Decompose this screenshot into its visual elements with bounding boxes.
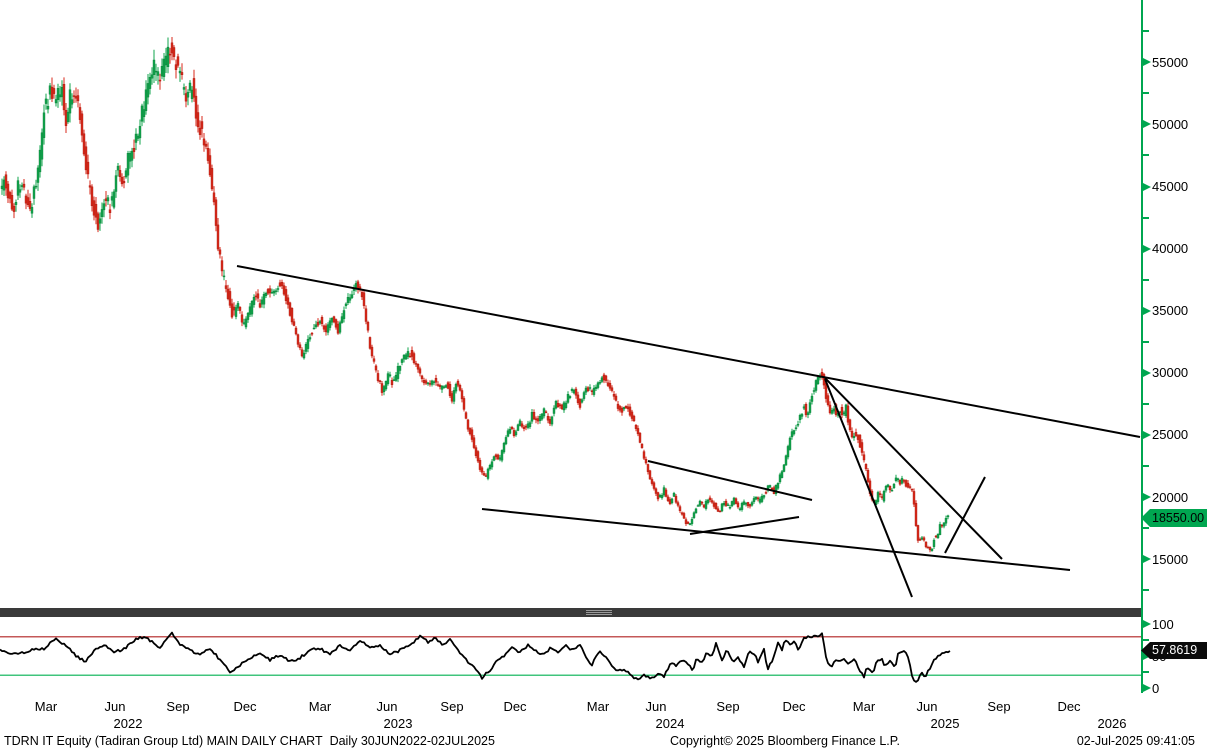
price-tick-label: 15000 — [1152, 551, 1189, 567]
price-minor-tick — [1143, 278, 1149, 281]
price-minor-tick — [1143, 464, 1149, 467]
price-tick-icon — [1143, 493, 1151, 501]
price-tick-label: 30000 — [1152, 365, 1189, 381]
month-label: Mar — [308, 699, 332, 714]
price-tick-label: 35000 — [1152, 303, 1189, 319]
month-label: Jun — [104, 699, 126, 714]
last-price-value: 18550.00 — [1152, 511, 1205, 525]
indicator-tick-label: 0 — [1152, 680, 1160, 696]
copyright-text: Copyright© 2025 Bloomberg Finance L.P. — [670, 734, 900, 748]
price-tick-icon — [1143, 182, 1151, 191]
month-label: Mar — [34, 699, 58, 714]
price-tick-icon — [1143, 430, 1151, 439]
indicator-minor-tick — [1143, 639, 1149, 641]
indicator-tick-icon — [1143, 684, 1151, 692]
date-range: Daily 30JUN2022-02JUL2025 — [329, 734, 495, 748]
month-label: Mar — [852, 699, 876, 714]
price-minor-tick — [1143, 589, 1149, 592]
year-label: 2022 — [113, 716, 143, 731]
price-axis-line — [1141, 0, 1143, 693]
year-label: 2024 — [655, 716, 685, 731]
price-tick-icon — [1143, 120, 1151, 129]
status-bar: TDRN IT Equity (Tadiran Group Ltd) MAIN … — [0, 733, 1207, 750]
indicator-tick-icon — [1143, 620, 1151, 628]
divider-grip-icon[interactable] — [586, 610, 612, 615]
price-tick-icon — [1143, 306, 1151, 315]
price-minor-tick — [1143, 154, 1149, 157]
instrument-title: TDRN IT Equity (Tadiran Group Ltd) MAIN … — [4, 734, 323, 748]
price-tick-label: 25000 — [1152, 427, 1189, 443]
price-tick-label: 50000 — [1152, 116, 1189, 132]
trend-line[interactable] — [824, 378, 913, 598]
indicator-value-badge: 57.8619 — [1141, 642, 1207, 659]
month-label: Sep — [440, 699, 464, 714]
price-tick-label: 45000 — [1152, 179, 1189, 194]
price-minor-tick — [1143, 30, 1149, 33]
indicator-line — [0, 631, 951, 683]
month-label: Sep — [166, 699, 190, 714]
month-label: Sep — [987, 699, 1011, 714]
indicator-value: 57.8619 — [1152, 643, 1198, 657]
price-minor-tick — [1143, 402, 1149, 405]
year-label: 2025 — [930, 716, 960, 731]
main-price-chart[interactable] — [0, 0, 1141, 608]
trend-line[interactable] — [689, 516, 800, 535]
trend-line[interactable] — [236, 265, 1141, 438]
month-label: Jun — [916, 699, 938, 714]
year-label: 2023 — [383, 716, 413, 731]
price-tick-icon — [1143, 368, 1151, 377]
indicator-tick-label: 100 — [1152, 616, 1174, 632]
last-price-badge: 18550.00 — [1141, 509, 1207, 527]
timestamp: 02-Jul-2025 09:41:05 — [1076, 734, 1195, 748]
price-tick-icon — [1143, 244, 1151, 253]
price-tick-icon — [1143, 555, 1151, 564]
price-minor-tick — [1143, 527, 1149, 530]
price-tick-label: 40000 — [1152, 241, 1189, 257]
price-minor-tick — [1143, 216, 1149, 219]
trend-line[interactable] — [944, 476, 986, 554]
month-label: Jun — [645, 699, 667, 714]
price-minor-tick — [1143, 340, 1149, 343]
month-label: Dec — [503, 699, 527, 714]
indicator-minor-tick — [1143, 671, 1149, 673]
price-tick-label: 20000 — [1152, 489, 1189, 505]
month-label: Dec — [1057, 699, 1081, 714]
price-tick-icon — [1143, 58, 1151, 67]
month-label: Sep — [716, 699, 740, 714]
price-minor-tick — [1143, 92, 1149, 95]
month-label: Dec — [233, 699, 257, 714]
price-tick-label: 55000 — [1152, 54, 1189, 70]
trend-line[interactable] — [481, 508, 1071, 571]
indicator-panel[interactable] — [0, 617, 1141, 693]
month-label: Jun — [376, 699, 398, 714]
trend-lines[interactable] — [236, 265, 1141, 598]
candles — [0, 37, 950, 553]
year-label: 2026 — [1097, 716, 1127, 731]
trend-line[interactable] — [824, 377, 1003, 560]
panel-divider[interactable] — [0, 608, 1141, 617]
chart-description: TDRN IT Equity (Tadiran Group Ltd) MAIN … — [4, 734, 495, 748]
month-label: Mar — [586, 699, 610, 714]
month-label: Dec — [782, 699, 806, 714]
trend-line[interactable] — [647, 460, 813, 501]
